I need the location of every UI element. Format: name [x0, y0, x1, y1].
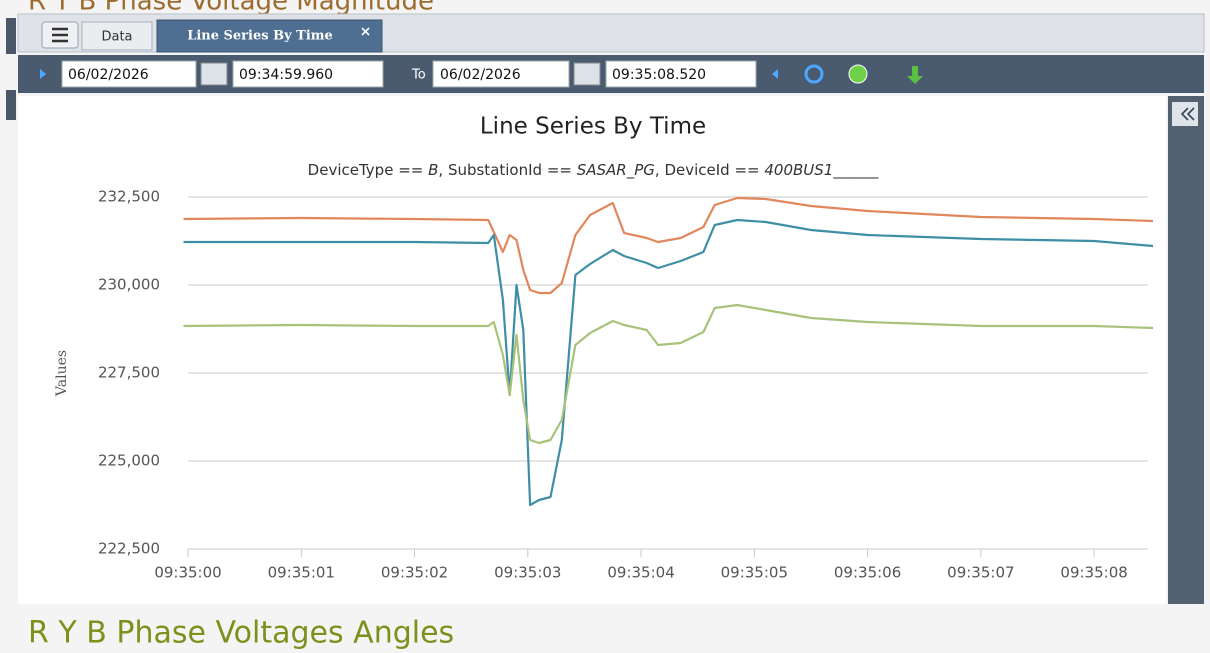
- tab[interactable]: [81, 21, 153, 51]
- date-value: 06/02/2026: [440, 67, 521, 83]
- side-panel: [1168, 96, 1204, 604]
- subtitle-part: , SubstationId ==: [438, 161, 576, 179]
- left-edge: [6, 90, 16, 120]
- tab-label: Data: [101, 30, 132, 45]
- tab-close[interactable]: [361, 27, 370, 36]
- series-line: [183, 196, 1154, 295]
- x-tick-label: 09:35:00: [154, 564, 221, 582]
- date-input[interactable]: [61, 60, 197, 88]
- subtitle-part: 400BUS1______: [764, 161, 878, 180]
- chart-title: Line Series By Time: [480, 114, 706, 140]
- left-edge: [6, 18, 16, 54]
- refresh-button[interactable]: [804, 64, 824, 84]
- time-value: 09:34:59.960: [239, 67, 333, 83]
- to-label: To: [411, 68, 426, 83]
- clock-button[interactable]: [848, 64, 868, 84]
- x-tick-label: 09:35:03: [494, 564, 561, 582]
- x-tick-label: 09:35:06: [834, 564, 901, 582]
- y-axis-label: Values: [54, 350, 70, 397]
- x-tick-label: 09:35:08: [1060, 564, 1127, 582]
- subtitle-part: DeviceType ==: [308, 161, 428, 179]
- next-button[interactable]: [772, 69, 778, 79]
- series-line: [183, 303, 1154, 445]
- series-line: [183, 218, 1154, 507]
- collapse-button[interactable]: [1172, 102, 1198, 126]
- next-section-title: R Y B Phase Voltages Angles: [28, 616, 454, 651]
- x-tick-label: 09:35:01: [268, 564, 335, 582]
- menu-button[interactable]: [41, 21, 79, 49]
- time-input[interactable]: [232, 60, 384, 88]
- calendar-button[interactable]: [573, 62, 601, 86]
- x-tick-label: 09:35:07: [947, 564, 1014, 582]
- time-value: 09:35:08.520: [612, 67, 706, 83]
- y-tick-label: 232,500: [98, 188, 160, 206]
- date-input[interactable]: [432, 60, 570, 88]
- collapse-icon: [1180, 107, 1195, 121]
- x-tick-label: 09:35:04: [607, 564, 674, 582]
- menu-icon: [52, 27, 68, 43]
- tab-active[interactable]: [156, 19, 383, 53]
- y-tick-label: 225,000: [98, 452, 160, 470]
- date-value: 06/02/2026: [68, 67, 149, 83]
- subtitle-part: , DeviceId ==: [655, 161, 764, 179]
- y-tick-label: 222,500: [98, 540, 160, 558]
- tab-label: Line Series By Time: [187, 29, 333, 44]
- top-section-title: R Y B Phase Voltage Magnitude: [28, 0, 434, 17]
- y-tick-label: 230,000: [98, 276, 160, 294]
- subtitle-part: SASAR_PG: [577, 161, 655, 180]
- subtitle-part: B: [428, 161, 438, 179]
- calendar-button[interactable]: [200, 62, 228, 86]
- chart-subtitle: DeviceType == B, SubstationId == SASAR_P…: [308, 161, 879, 180]
- x-tick-label: 09:35:02: [381, 564, 448, 582]
- chart-panel: [18, 96, 1166, 604]
- prev-button[interactable]: [40, 69, 46, 79]
- x-tick-label: 09:35:05: [721, 564, 788, 582]
- y-tick-label: 227,500: [98, 364, 160, 382]
- time-input[interactable]: [605, 60, 757, 88]
- download-button[interactable]: [907, 66, 923, 84]
